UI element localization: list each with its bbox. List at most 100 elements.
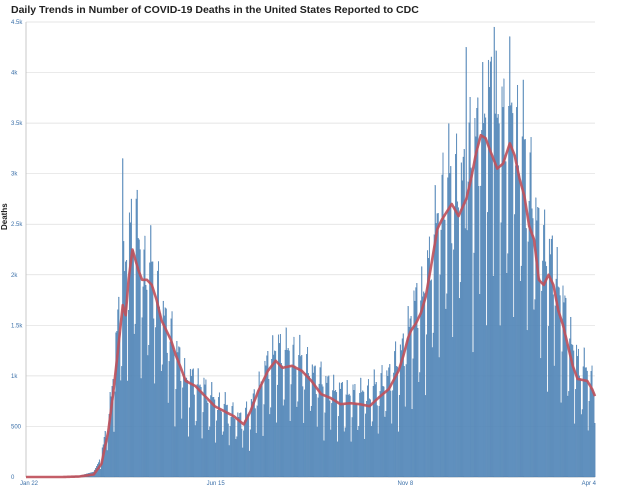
daily-death-bar bbox=[199, 384, 201, 478]
daily-death-bar bbox=[344, 427, 346, 478]
daily-death-bar bbox=[237, 412, 239, 478]
daily-death-bar bbox=[346, 380, 348, 478]
y-tick-label: 3k bbox=[11, 172, 18, 178]
daily-death-bar bbox=[358, 426, 360, 478]
daily-death-bar bbox=[415, 287, 417, 478]
daily-death-bar bbox=[420, 300, 422, 478]
daily-death-bar bbox=[451, 243, 453, 478]
daily-death-bar bbox=[399, 344, 401, 478]
daily-death-bar bbox=[116, 331, 118, 478]
daily-death-bar bbox=[331, 403, 333, 478]
daily-death-bar bbox=[442, 152, 444, 478]
daily-death-bar bbox=[312, 372, 314, 478]
daily-death-bar bbox=[313, 366, 315, 478]
daily-death-bar bbox=[273, 354, 275, 478]
daily-death-bar bbox=[552, 294, 554, 478]
daily-death-bar bbox=[500, 222, 502, 478]
daily-death-bar bbox=[430, 279, 432, 478]
daily-death-bar bbox=[549, 254, 551, 478]
daily-death-bar bbox=[362, 390, 364, 478]
daily-death-bar bbox=[355, 402, 357, 478]
daily-death-bar bbox=[180, 381, 182, 478]
daily-death-bar bbox=[277, 334, 279, 478]
daily-death-bar bbox=[307, 373, 309, 478]
daily-death-bar bbox=[296, 406, 298, 478]
daily-death-bar bbox=[432, 332, 434, 478]
daily-death-bar bbox=[188, 407, 190, 478]
daily-death-bar bbox=[496, 117, 498, 478]
daily-death-bar bbox=[372, 386, 374, 478]
daily-death-bar bbox=[369, 399, 371, 478]
daily-death-bar bbox=[391, 423, 393, 478]
daily-death-bar bbox=[519, 281, 521, 478]
x-tick-label: Nov 8 bbox=[397, 481, 413, 487]
daily-death-bar bbox=[428, 236, 430, 478]
daily-death-bar bbox=[568, 391, 570, 478]
daily-death-bar bbox=[223, 403, 225, 478]
daily-death-bar bbox=[303, 422, 305, 478]
daily-death-bar bbox=[246, 401, 248, 478]
daily-death-bar bbox=[129, 222, 131, 478]
daily-death-bar bbox=[161, 364, 163, 478]
daily-death-bar bbox=[538, 208, 540, 478]
daily-death-bar bbox=[376, 405, 378, 478]
daily-death-bar bbox=[578, 375, 580, 478]
daily-death-bar bbox=[417, 328, 419, 478]
daily-death-bar bbox=[333, 374, 335, 478]
daily-death-bar bbox=[485, 117, 487, 478]
daily-death-bar bbox=[297, 401, 299, 478]
daily-death-bar bbox=[350, 441, 352, 478]
y-tick-label: 4k bbox=[11, 71, 18, 77]
daily-death-bar bbox=[560, 402, 562, 478]
daily-death-bar bbox=[339, 388, 341, 478]
daily-death-bar bbox=[257, 390, 259, 478]
daily-death-bar bbox=[410, 316, 412, 478]
daily-death-bar bbox=[414, 300, 416, 478]
daily-death-bar bbox=[317, 397, 319, 478]
daily-death-bar bbox=[555, 278, 557, 478]
daily-death-bar bbox=[518, 173, 520, 478]
daily-death-bar bbox=[482, 62, 484, 478]
daily-death-bar bbox=[384, 416, 386, 478]
daily-death-bar bbox=[319, 367, 321, 478]
daily-death-bar bbox=[352, 384, 354, 478]
daily-death-bar bbox=[282, 405, 284, 478]
daily-death-bar bbox=[497, 114, 499, 478]
daily-death-bar bbox=[268, 379, 270, 478]
daily-death-bar bbox=[220, 411, 222, 478]
daily-death-bar bbox=[453, 249, 455, 478]
daily-death-bar bbox=[245, 407, 247, 478]
daily-death-bar bbox=[270, 407, 272, 478]
daily-death-bar bbox=[276, 422, 278, 478]
daily-death-bar bbox=[182, 387, 184, 478]
daily-death-bar bbox=[253, 389, 255, 478]
daily-death-bar bbox=[572, 345, 574, 478]
daily-death-bar bbox=[516, 107, 518, 478]
daily-death-bar bbox=[583, 347, 585, 478]
daily-death-bar bbox=[390, 390, 392, 478]
daily-death-bar bbox=[354, 384, 356, 478]
daily-death-bar bbox=[452, 337, 454, 478]
daily-death-bar bbox=[133, 333, 135, 478]
daily-death-bar bbox=[168, 361, 170, 478]
daily-death-bar bbox=[418, 382, 420, 478]
daily-death-bar bbox=[426, 334, 428, 478]
daily-death-bar bbox=[258, 371, 260, 478]
daily-death-bar bbox=[576, 344, 578, 478]
daily-death-bar bbox=[554, 305, 556, 478]
daily-death-bar bbox=[148, 345, 150, 478]
daily-death-bar bbox=[256, 405, 258, 478]
daily-death-bar bbox=[342, 404, 344, 478]
daily-death-bar bbox=[502, 107, 504, 478]
daily-death-bar bbox=[155, 327, 157, 478]
daily-death-bar bbox=[318, 383, 320, 478]
daily-death-bar bbox=[300, 356, 302, 478]
daily-death-bar bbox=[370, 426, 372, 478]
daily-death-bar bbox=[293, 336, 295, 478]
bar-series bbox=[63, 26, 596, 478]
daily-death-bar bbox=[397, 366, 399, 478]
daily-death-bar bbox=[165, 308, 167, 478]
daily-death-bar bbox=[221, 434, 223, 478]
daily-death-bar bbox=[307, 347, 309, 478]
daily-death-bar bbox=[196, 384, 198, 478]
